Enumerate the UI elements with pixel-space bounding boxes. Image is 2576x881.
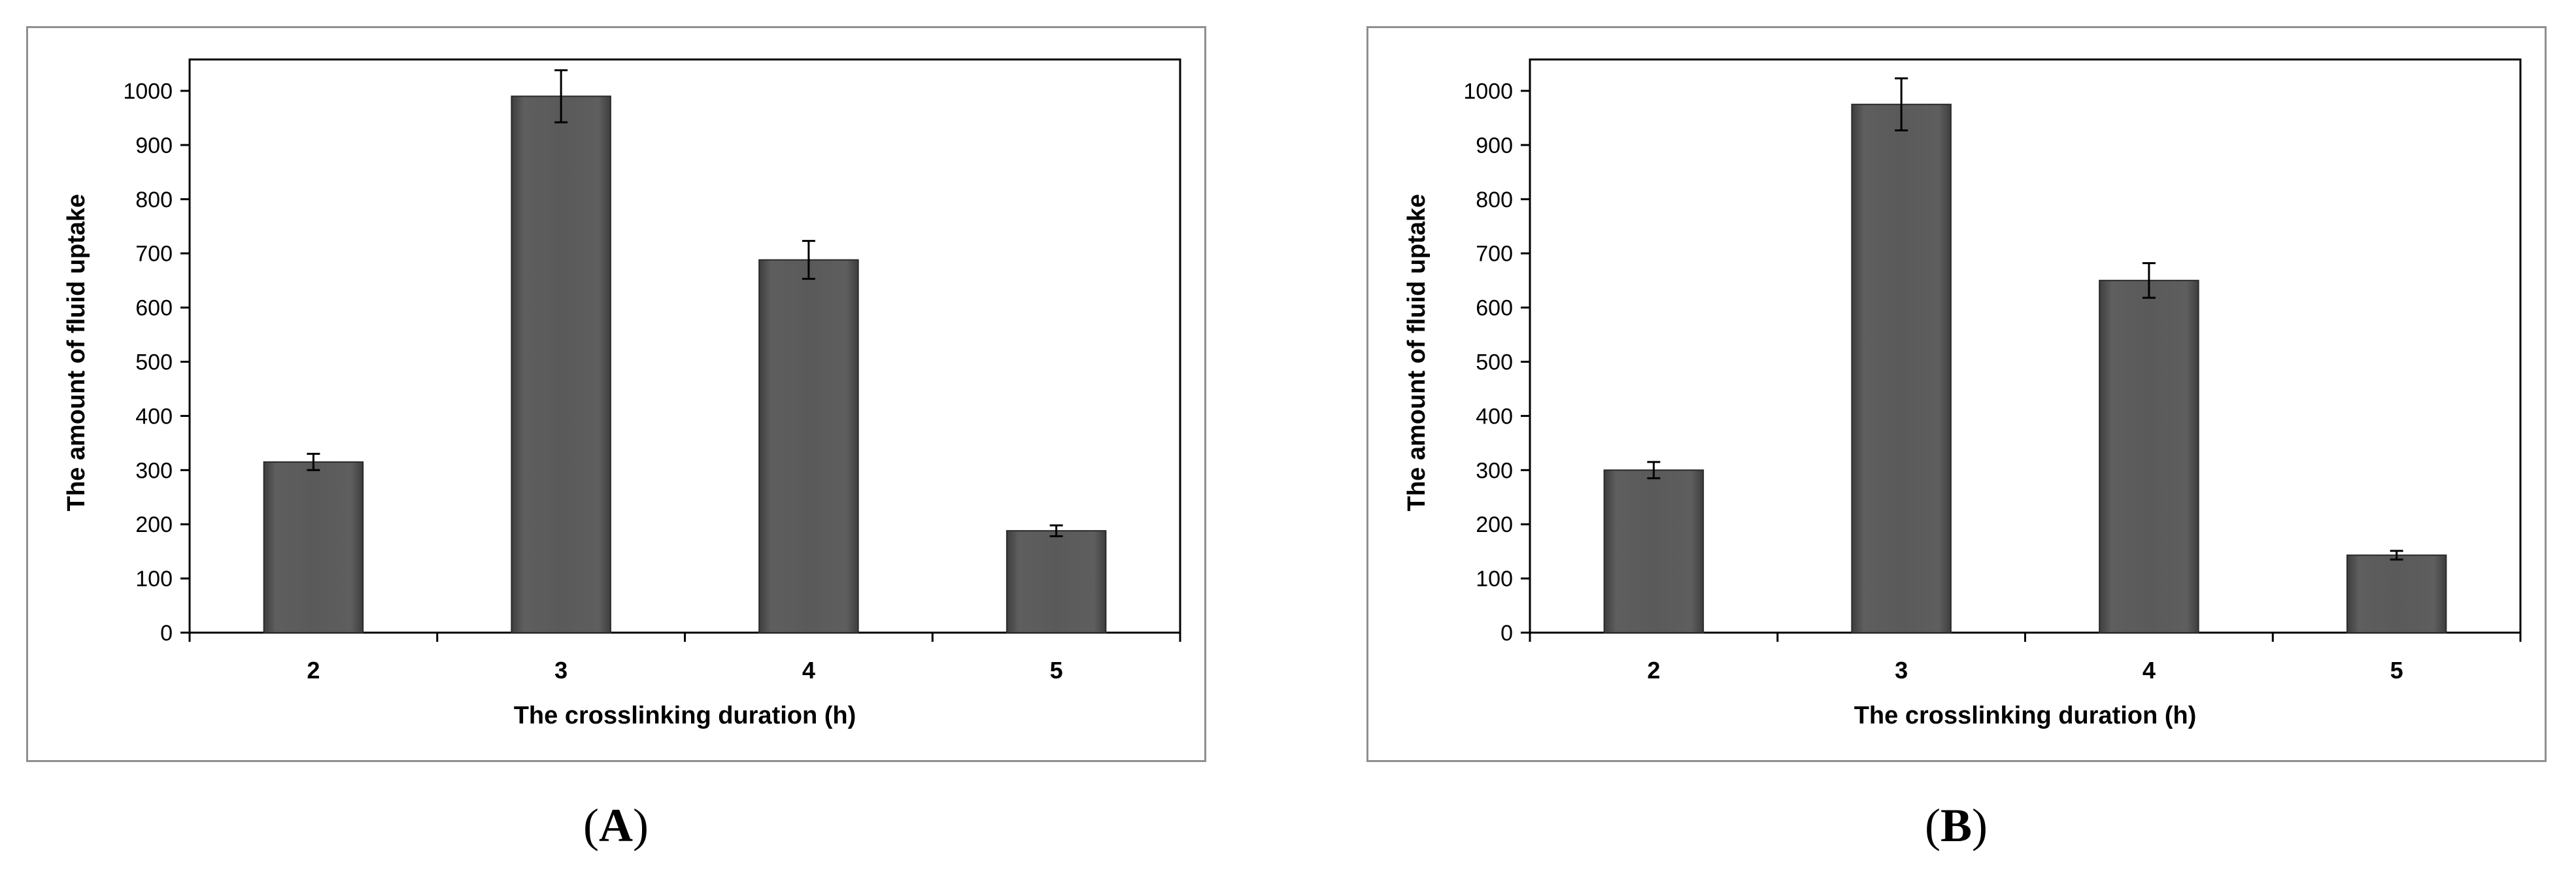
y-tick-label: 500 bbox=[1476, 350, 1513, 375]
y-tick-label: 300 bbox=[135, 458, 173, 483]
x-tick-label: 5 bbox=[1050, 657, 1063, 684]
x-tick-label: 3 bbox=[1895, 657, 1908, 684]
y-tick-label: 700 bbox=[135, 242, 173, 267]
chart-panel-b: 0 100 200 300 400 500 600 700 800 900 1000 2 3 4 5 The … bbox=[1366, 26, 2547, 762]
y-tick-label: 400 bbox=[1476, 404, 1513, 429]
y-tick-label: 1000 bbox=[1463, 79, 1513, 104]
bar-chart-a: 0 100 200 300 400 500 600 700 800 900 1000 2 3 4 5 The … bbox=[63, 58, 1181, 729]
y-tick-label: 800 bbox=[135, 188, 173, 212]
x-axis-label: The crosslinking duration (h) bbox=[514, 702, 856, 729]
bar bbox=[2099, 280, 2199, 633]
x-tick-label: 2 bbox=[1647, 657, 1660, 684]
panel-label-a: A bbox=[599, 799, 633, 852]
chart-panel-a: 0 100 200 300 400 500 600 700 800 900 1000 2 3 4 5 The … bbox=[26, 26, 1206, 762]
y-tick-label: 600 bbox=[1476, 296, 1513, 321]
y-tick-label: 800 bbox=[1476, 188, 1513, 212]
x-tick-label: 4 bbox=[2143, 657, 2156, 684]
panel-caption-b: (B) bbox=[1925, 799, 1988, 852]
y-tick-label: 300 bbox=[1476, 458, 1513, 483]
x-tick-label: 4 bbox=[802, 657, 815, 684]
bar bbox=[758, 259, 859, 633]
y-tick-label: 0 bbox=[1500, 621, 1513, 646]
y-tick-label: 600 bbox=[135, 296, 173, 321]
y-axis-label: The amount of fluid uptake bbox=[1403, 194, 1431, 512]
y-tick-label: 100 bbox=[1476, 567, 1513, 591]
bar bbox=[1006, 530, 1107, 634]
y-tick-label: 400 bbox=[135, 404, 173, 429]
bar-chart-b: 0 100 200 300 400 500 600 700 800 900 1000 2 3 4 5 The … bbox=[1403, 58, 2522, 729]
y-tick-label: 700 bbox=[1476, 242, 1513, 267]
x-tick-label: 3 bbox=[554, 657, 568, 684]
bar bbox=[1851, 103, 1952, 634]
y-tick-label: 200 bbox=[1476, 512, 1513, 537]
bar bbox=[1603, 469, 1704, 633]
bar bbox=[2346, 554, 2447, 633]
y-tick-label: 1000 bbox=[123, 79, 173, 104]
x-axis-label: The crosslinking duration (h) bbox=[1854, 702, 2197, 729]
bar bbox=[263, 461, 364, 633]
y-tick-label: 0 bbox=[160, 621, 173, 646]
y-tick-label: 500 bbox=[135, 350, 173, 375]
y-tick-label: 900 bbox=[1476, 133, 1513, 158]
y-tick-label: 900 bbox=[135, 133, 173, 158]
y-axis-label: The amount of fluid uptake bbox=[63, 194, 90, 512]
panel-caption-a: (A) bbox=[583, 799, 649, 852]
y-tick-label: 100 bbox=[135, 567, 173, 591]
panel-label-b: B bbox=[1940, 799, 1973, 852]
y-tick-label: 200 bbox=[135, 512, 173, 537]
x-tick-label: 2 bbox=[307, 657, 320, 684]
x-tick-label: 5 bbox=[2390, 657, 2403, 684]
bar bbox=[511, 95, 611, 634]
